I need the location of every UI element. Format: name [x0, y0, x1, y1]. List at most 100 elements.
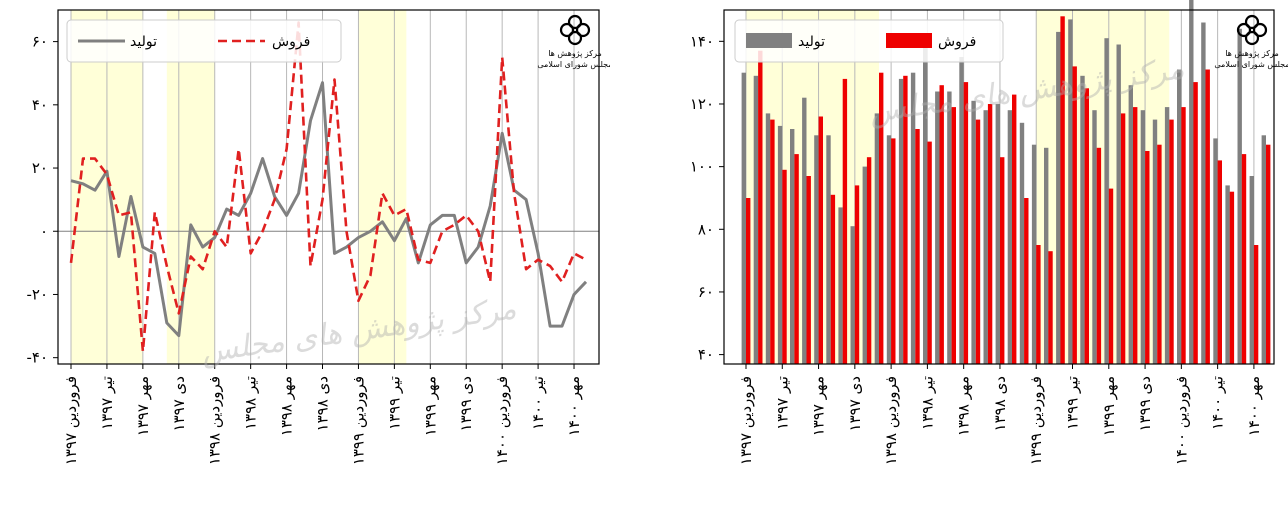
- sales-bar: [782, 169, 787, 364]
- right-y-tick-label: ۱۲۰: [690, 95, 714, 113]
- left-legend-production-label: تولید: [130, 34, 157, 50]
- left-x-tick-label: دی ۱۳۹۸: [314, 376, 332, 431]
- logo-ring: [1252, 22, 1268, 38]
- right-legend-production-swatch: [746, 33, 792, 48]
- sales-bar: [1012, 94, 1017, 364]
- sales-bar: [1169, 119, 1174, 364]
- sales-bar: [1060, 16, 1065, 365]
- production-bar: [1007, 110, 1013, 364]
- sales-bar: [927, 141, 932, 364]
- right-legend: تولید فروش: [734, 19, 1004, 63]
- left-x-tick-label: مهر ۱۴۰۰: [565, 376, 583, 436]
- logo-ring: [575, 22, 591, 38]
- logo-line-1: مرکز پژوهش ها: [548, 49, 602, 58]
- sales-bar: [1181, 107, 1186, 364]
- right-x-tick-label: مهر ۱۳۹۷: [810, 376, 828, 436]
- logo-line-2: مجلس شورای اسلامی: [1214, 60, 1288, 69]
- right-y-tick-label: ۱۰۰: [690, 158, 714, 176]
- production-bar: [1044, 147, 1049, 364]
- left-x-tick-label: دی ۱۳۹۹: [457, 376, 475, 431]
- right-x-tick-label: تیر ۱۳۹۹: [1064, 376, 1082, 430]
- right-x-tick-label: دی ۱۳۹۷: [846, 376, 864, 431]
- sales-bar: [1000, 157, 1005, 364]
- logo-line-2: مجلس شورای اسلامی: [537, 60, 610, 69]
- sales-bar: [806, 176, 811, 364]
- left-shaded-band: [166, 10, 215, 364]
- production-bar: [1189, 0, 1194, 365]
- production-bar: [1177, 69, 1182, 364]
- production-bar: [1152, 119, 1158, 364]
- sales-bar: [879, 72, 884, 364]
- right-x-tick-label: فروردین ۱۳۹۸: [882, 376, 900, 465]
- production-bar: [995, 104, 1000, 364]
- right-y-tick-label: ۶۰: [698, 283, 714, 301]
- sales-bar: [1084, 88, 1089, 365]
- sales-bar: [866, 157, 872, 364]
- left-x-tick-label: تیر ۱۴۰۰: [529, 376, 547, 430]
- right-legend-production-label: تولید: [798, 34, 825, 50]
- left-plot-frame: [57, 9, 600, 365]
- left-y-tick-label: -۴۰: [26, 349, 48, 367]
- sales-bar: [903, 75, 908, 365]
- right-x-tick-label: مهر ۱۴۰۰: [1245, 376, 1263, 436]
- production-line: [70, 81, 588, 338]
- sales-line: [69, 21, 587, 353]
- sales-bar: [1072, 66, 1077, 365]
- production-bar: [886, 135, 892, 364]
- production-bar: [1092, 110, 1097, 364]
- right-x-tick-label: دی ۱۳۹۸: [991, 376, 1009, 431]
- sales-bar: [1024, 198, 1029, 364]
- left-y-tick-label: ۲۰: [32, 159, 48, 177]
- left-x-tick-label: تیر ۱۳۹۹: [385, 376, 403, 430]
- sales-bar: [1253, 245, 1259, 364]
- sales-bar: [1036, 245, 1041, 364]
- production-bar: [826, 135, 831, 364]
- logo-line-1: مرکز پژوهش ها: [1225, 49, 1279, 58]
- left-legend: تولید فروش: [66, 19, 342, 63]
- production-bar: [741, 72, 746, 364]
- sales-bar: [963, 82, 969, 364]
- production-bar: [802, 97, 807, 364]
- left-y-tick-label: -۲۰: [26, 285, 48, 303]
- production-bar: [850, 226, 855, 364]
- production-bar: [1056, 31, 1061, 365]
- sales-bar: [939, 85, 944, 364]
- production-bar: [1225, 185, 1230, 364]
- sales-bar: [951, 107, 956, 364]
- sales-bar: [1096, 147, 1102, 364]
- production-bar: [753, 75, 759, 365]
- sales-bar: [987, 104, 993, 364]
- right-x-tick-label: دی ۱۳۹۹: [1136, 376, 1154, 431]
- right-x-tick-label: مهر ۱۳۹۸: [955, 376, 973, 436]
- production-bar: [1249, 176, 1254, 364]
- sales-bar: [854, 185, 860, 364]
- production-bar: [1031, 144, 1037, 364]
- sales-bar: [1133, 107, 1138, 364]
- sales-bar: [1108, 188, 1114, 364]
- majlis-logo-icon: مرکز پژوهش ها مجلس شورای اسلامی: [537, 14, 610, 69]
- right-legend-box: [734, 19, 1004, 63]
- sales-bar: [1217, 160, 1222, 364]
- production-bar: [971, 100, 976, 365]
- left-y-tick-label: ۶۰: [32, 33, 48, 51]
- left-x-tick-label: مهر ۱۳۹۷: [134, 376, 152, 436]
- logo-ring: [559, 22, 575, 38]
- right-plot-frame: [723, 9, 1275, 365]
- sales-bar: [891, 138, 896, 364]
- right-y-tick-label: ۱۴۰: [690, 32, 714, 50]
- sales-bar: [1266, 144, 1271, 364]
- left-x-tick-label: مهر ۱۳۹۹: [421, 376, 439, 436]
- right-x-tick-label: فروردین ۱۳۹۷: [737, 376, 755, 465]
- sales-bar: [818, 116, 823, 364]
- sales-bar: [1193, 82, 1198, 364]
- production-bar: [1104, 38, 1109, 364]
- sales-bar: [1157, 144, 1162, 364]
- left-y-tick-label: ۰: [40, 222, 48, 240]
- left-x-tick-label: فروردین ۱۳۹۹: [349, 376, 367, 465]
- right-x-tick-label: فروردین ۱۴۰۰: [1172, 376, 1190, 465]
- logo-ring: [567, 30, 583, 46]
- production-bar: [935, 91, 940, 364]
- production-bar: [838, 207, 843, 364]
- left-x-tick-label: فروردین ۱۴۰۰: [493, 376, 511, 465]
- production-sales-growth-line-chart: -۴۰ -۲۰ ۰ ۲۰ ۴۰ ۶۰ فروردین ۱۳۹۷ تیر ۱۳۹۷ مهر ۱۳۹…: [26, 9, 610, 465]
